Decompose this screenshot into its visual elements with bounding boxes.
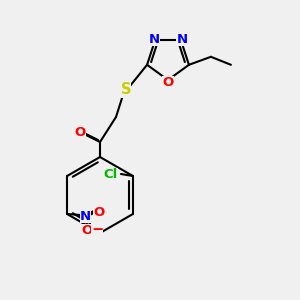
Text: N: N <box>148 33 160 46</box>
Text: Cl: Cl <box>104 167 118 181</box>
Text: −: − <box>91 221 103 236</box>
Text: S: S <box>121 82 131 98</box>
Text: O: O <box>82 224 93 236</box>
Text: N: N <box>176 33 188 46</box>
Text: O: O <box>74 125 86 139</box>
Text: O: O <box>162 76 174 88</box>
Text: O: O <box>94 206 105 218</box>
Text: N: N <box>80 209 91 223</box>
